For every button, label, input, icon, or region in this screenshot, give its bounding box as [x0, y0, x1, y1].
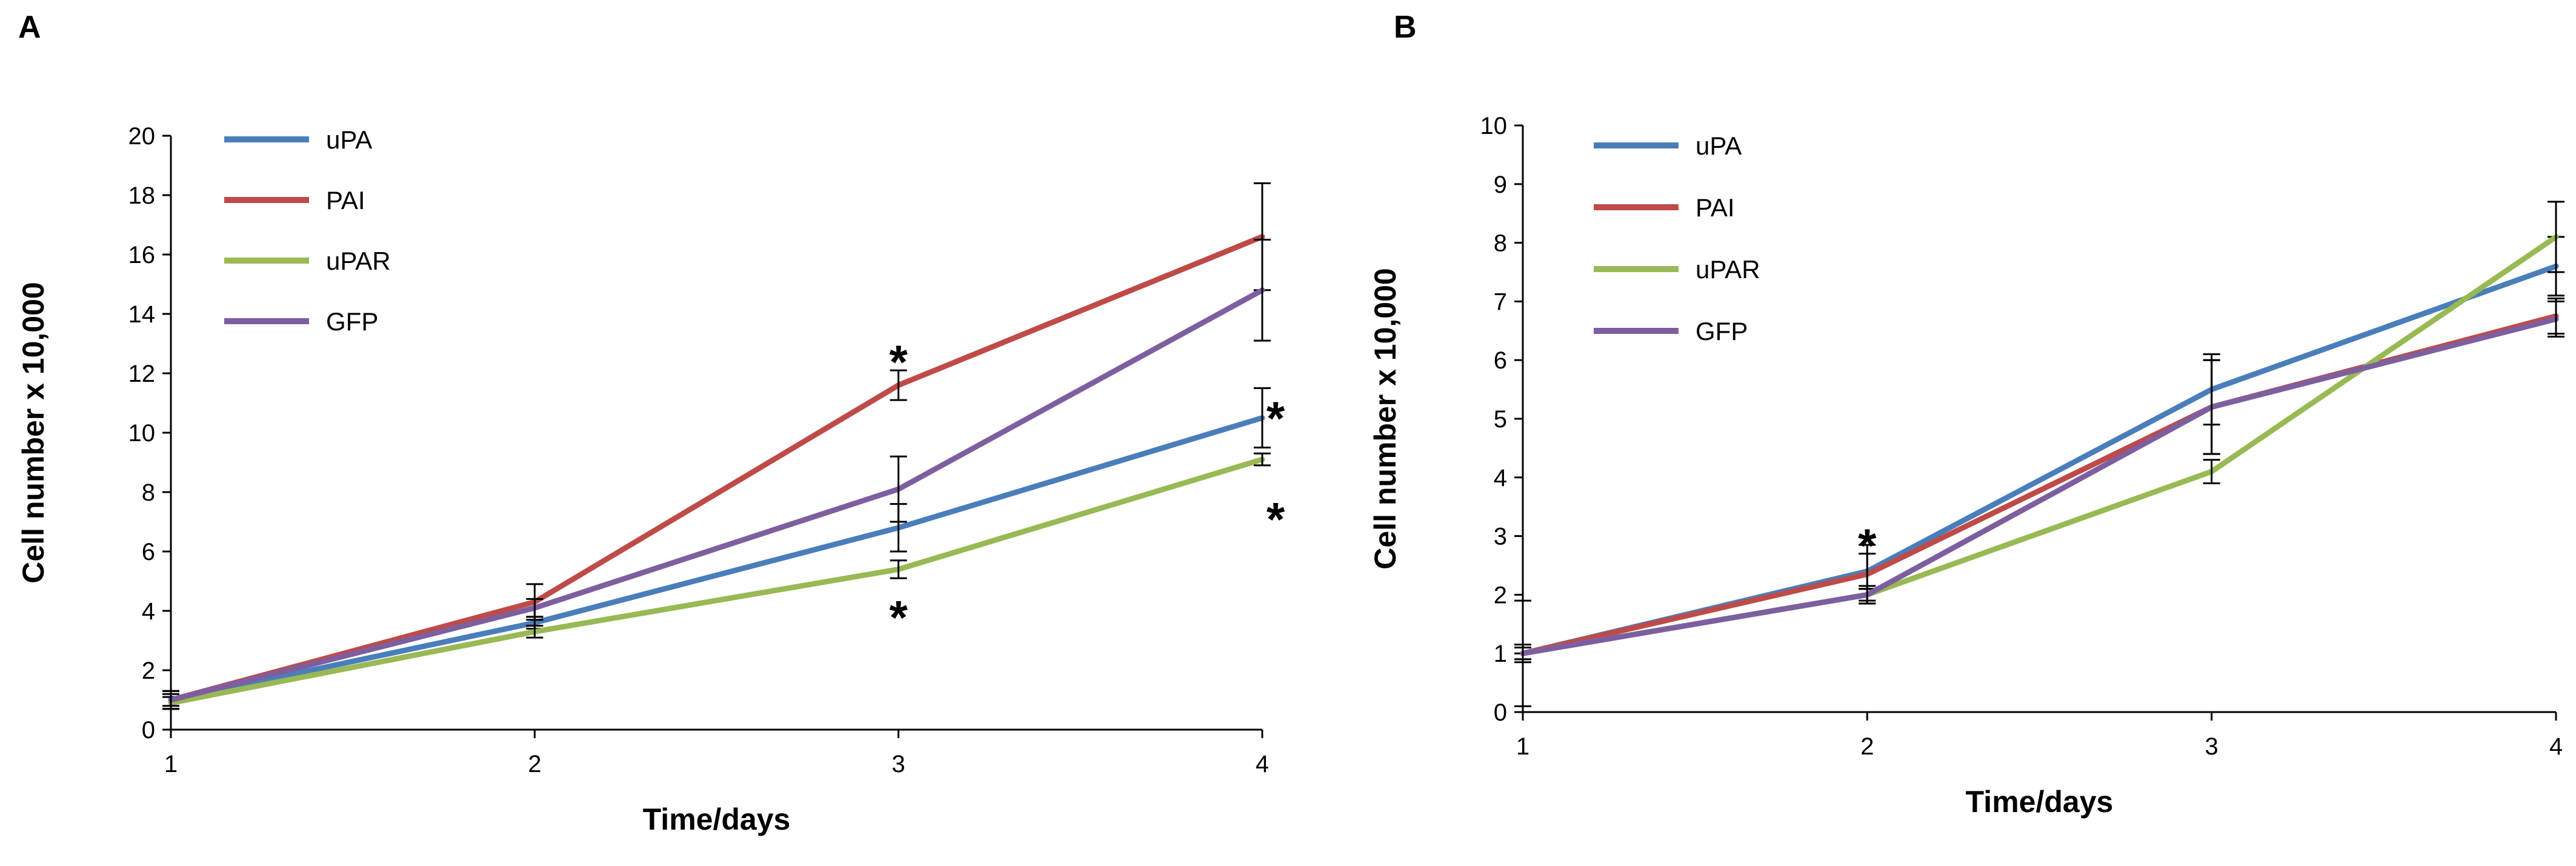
y-tick-label: 10	[128, 420, 156, 447]
legend-item-gfp: GFP	[1594, 317, 1748, 345]
series-upar-error-bar	[1254, 452, 1271, 467]
legend-item-pai: PAI	[1594, 193, 1735, 222]
y-tick-label: 5	[1494, 406, 1507, 433]
series-gfp-line	[1520, 316, 2559, 656]
significance-asterisk: *	[889, 590, 908, 644]
y-tick-label: 16	[128, 242, 156, 268]
legend-item-upa: uPA	[224, 125, 372, 154]
y-tick-label: 0	[142, 717, 155, 744]
x-tick-label: 4	[1256, 751, 1269, 778]
x-tick-label: 3	[2205, 733, 2218, 760]
series-gfp-error-bar	[526, 598, 544, 618]
significance-asterisk: *	[1266, 493, 1285, 546]
legend-label: uPA	[326, 125, 372, 154]
x-tick-label: 1	[1516, 733, 1529, 760]
y-tick-label: 4	[142, 598, 155, 625]
significance-asterisk: *	[1858, 519, 1877, 572]
y-tick-label: 12	[128, 361, 156, 387]
y-tick-label: 14	[128, 301, 156, 328]
legend-item-upa: uPA	[1594, 132, 1742, 160]
series-gfp-error-bar	[162, 693, 179, 707]
legend-label: uPA	[1696, 132, 1742, 160]
series-upar-error-bar	[526, 625, 544, 639]
significance-asterisk: *	[1266, 391, 1285, 445]
series-upar-error-bar	[2548, 201, 2564, 273]
x-axis-title: Time/days	[1966, 785, 2114, 819]
y-tick-label: 10	[1480, 113, 1508, 139]
series-upa-line	[1520, 263, 2559, 656]
legend-label: GFP	[1696, 317, 1748, 345]
x-axis-title: Time/days	[643, 802, 791, 836]
y-tick-label: 3	[1494, 524, 1507, 550]
series-gfp-error-bar	[1859, 585, 1876, 605]
series-pai-line	[168, 234, 1265, 703]
x-tick-label: 2	[528, 751, 541, 778]
legend-item-gfp: GFP	[224, 307, 378, 336]
legend-label: PAI	[1696, 193, 1735, 222]
y-tick-label: 9	[1494, 172, 1507, 198]
series-pai-line	[1520, 313, 2559, 656]
y-tick-label: 18	[128, 182, 156, 209]
series-pai-error-bar	[890, 369, 907, 401]
y-tick-label: 4	[1494, 465, 1507, 491]
series-upar-line	[1520, 234, 2559, 656]
y-tick-label: 6	[142, 539, 155, 565]
legend-label: PAI	[326, 186, 365, 215]
legend-label: GFP	[326, 307, 378, 336]
y-tick-label: 8	[142, 479, 155, 506]
y-tick-label: 6	[1494, 347, 1507, 374]
y-axis-title: Cell number x 10,000	[1368, 268, 1402, 569]
series-gfp-error-bar	[2203, 359, 2220, 455]
y-tick-label: 7	[1494, 288, 1507, 315]
x-tick-label: 4	[2549, 733, 2563, 760]
y-axis-title: Cell number x 10,000	[16, 282, 50, 583]
series-gfp-error-bar	[2548, 300, 2564, 338]
legend-item-upar: uPAR	[224, 247, 391, 275]
significance-asterisk: *	[889, 335, 908, 388]
y-tick-label: 0	[1494, 699, 1507, 726]
series-upa-line	[168, 415, 1265, 703]
series-upar-error-bar	[890, 559, 907, 579]
x-tick-label: 2	[1860, 733, 1874, 760]
y-tick-label: 1	[1494, 641, 1507, 667]
y-tick-label: 2	[1494, 582, 1507, 608]
series-upar-error-bar	[2203, 459, 2220, 484]
series-upa-error-bar	[1254, 387, 1271, 448]
y-tick-label: 2	[142, 658, 155, 684]
x-tick-label: 1	[164, 751, 178, 778]
legend-label: uPAR	[326, 247, 391, 275]
panel-label: B	[1394, 10, 1417, 45]
series-gfp-error-bar	[890, 455, 907, 523]
legend-item-upar: uPAR	[1594, 255, 1760, 284]
series-gfp-error-bar	[1254, 239, 1271, 342]
series-upar-line	[168, 456, 1265, 706]
y-tick-label: 20	[128, 123, 156, 150]
series-gfp-line	[168, 287, 1265, 703]
y-tick-label: 8	[1494, 230, 1507, 257]
x-tick-label: 3	[892, 751, 905, 778]
legend-item-pai: PAI	[224, 186, 365, 215]
legend-label: uPAR	[1696, 255, 1760, 284]
panel-label: A	[18, 10, 41, 45]
series-gfp-error-bar	[1514, 647, 1531, 661]
